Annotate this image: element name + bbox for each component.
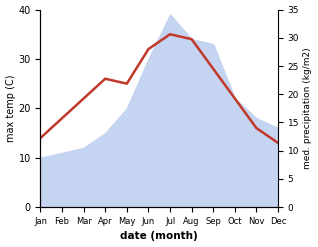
X-axis label: date (month): date (month) <box>121 231 198 242</box>
Y-axis label: max temp (C): max temp (C) <box>5 75 16 142</box>
Y-axis label: med. precipitation (kg/m2): med. precipitation (kg/m2) <box>303 48 313 169</box>
